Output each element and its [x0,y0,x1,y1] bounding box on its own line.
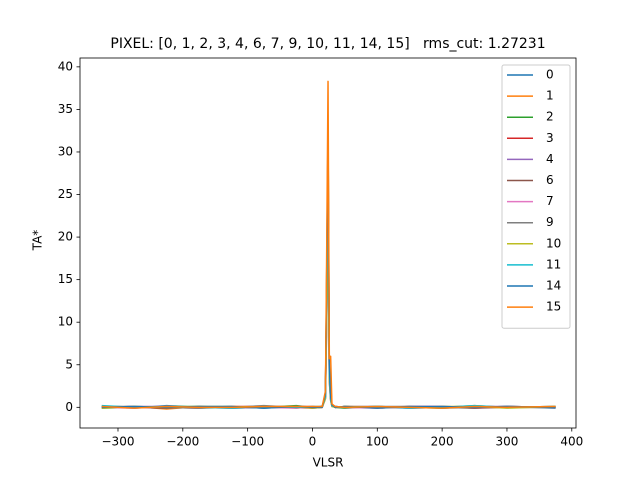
plot-frame [79,57,577,429]
legend-box [501,64,571,329]
x-tick-label: 200 [431,435,454,449]
legend-label: 3 [546,131,554,145]
legend-label: 4 [546,152,554,166]
x-axis-label: VLSR [313,456,344,470]
y-tick-label: 25 [58,187,73,201]
y-tick-label: 15 [58,272,73,286]
legend-label: 15 [546,300,561,314]
x-tick-label: 400 [560,435,583,449]
y-tick-label: 35 [58,102,73,116]
x-tick-label: 100 [366,435,389,449]
legend-label: 2 [546,110,554,124]
legend-label: 1 [546,89,554,103]
y-axis-label: TA* [31,230,45,252]
legend-label: 7 [546,194,554,208]
y-tick-label: 40 [58,59,73,73]
legend-label: 6 [546,173,554,187]
y-tick-label: 0 [65,400,73,414]
x-tick-label: −200 [166,435,199,449]
legend-label: 0 [546,68,554,82]
x-tick-label: 300 [496,435,519,449]
chart-title: PIXEL: [0, 1, 2, 3, 4, 6, 7, 9, 10, 11, … [110,36,545,52]
legend-label: 11 [546,257,561,271]
x-tick-label: 0 [309,435,317,449]
y-tick-label: 5 [65,357,73,371]
series-line [101,80,556,409]
x-tick-label: −300 [102,435,135,449]
legend-label: 10 [546,236,561,250]
y-tick-label: 30 [58,144,73,158]
legend-label: 14 [546,279,561,293]
x-tick-label: −100 [231,435,264,449]
y-tick-label: 10 [58,315,73,329]
legend-label: 9 [546,215,554,229]
y-tick-label: 20 [58,230,73,244]
